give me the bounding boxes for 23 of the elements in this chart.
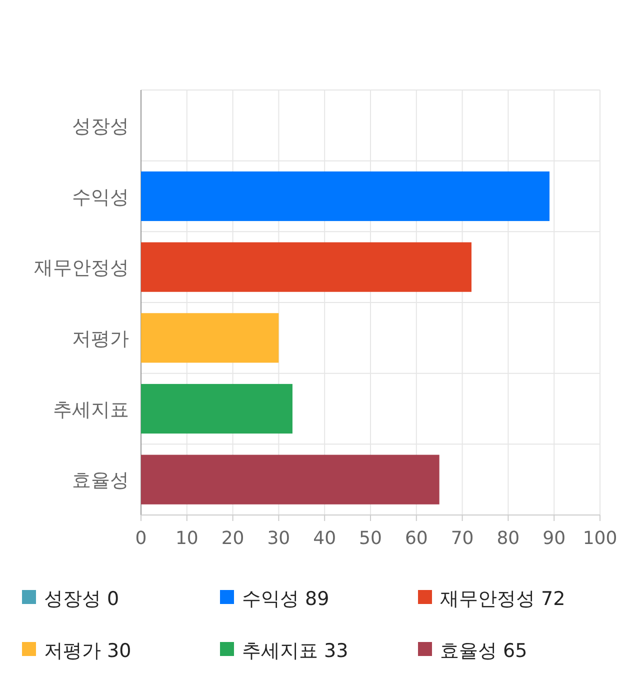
legend-label: 재무안정성 72 (440, 588, 566, 610)
legend-label: 성장성 0 (44, 588, 120, 610)
x-tick-label: 30 (267, 528, 290, 549)
x-tick-label: 80 (496, 528, 520, 549)
x-tick-label: 100 (582, 528, 618, 549)
legend-label: 효율성 65 (440, 640, 528, 662)
legend-label: 수익성 89 (242, 588, 330, 610)
x-tick-label: 70 (450, 528, 474, 549)
x-tick-label: 40 (313, 528, 336, 549)
x-tick-label: 0 (135, 528, 147, 549)
y-tick-label: 효율성 (72, 470, 129, 492)
y-tick-label: 수익성 (72, 186, 129, 208)
x-tick-label: 90 (542, 528, 566, 549)
x-tick-label: 60 (404, 528, 428, 549)
y-tick-label: 재무안정성 (34, 257, 129, 280)
x-tick-label: 20 (221, 528, 244, 549)
y-tick-label: 저평가 (72, 328, 129, 350)
y-tick-label: 성장성 (72, 115, 129, 138)
legend-label: 저평가 30 (44, 640, 132, 662)
y-tick-label: 추세지표 (53, 398, 129, 421)
legend-label: 추세지표 33 (242, 640, 348, 662)
x-tick-label: 50 (359, 528, 382, 549)
x-tick-label: 10 (175, 528, 198, 549)
